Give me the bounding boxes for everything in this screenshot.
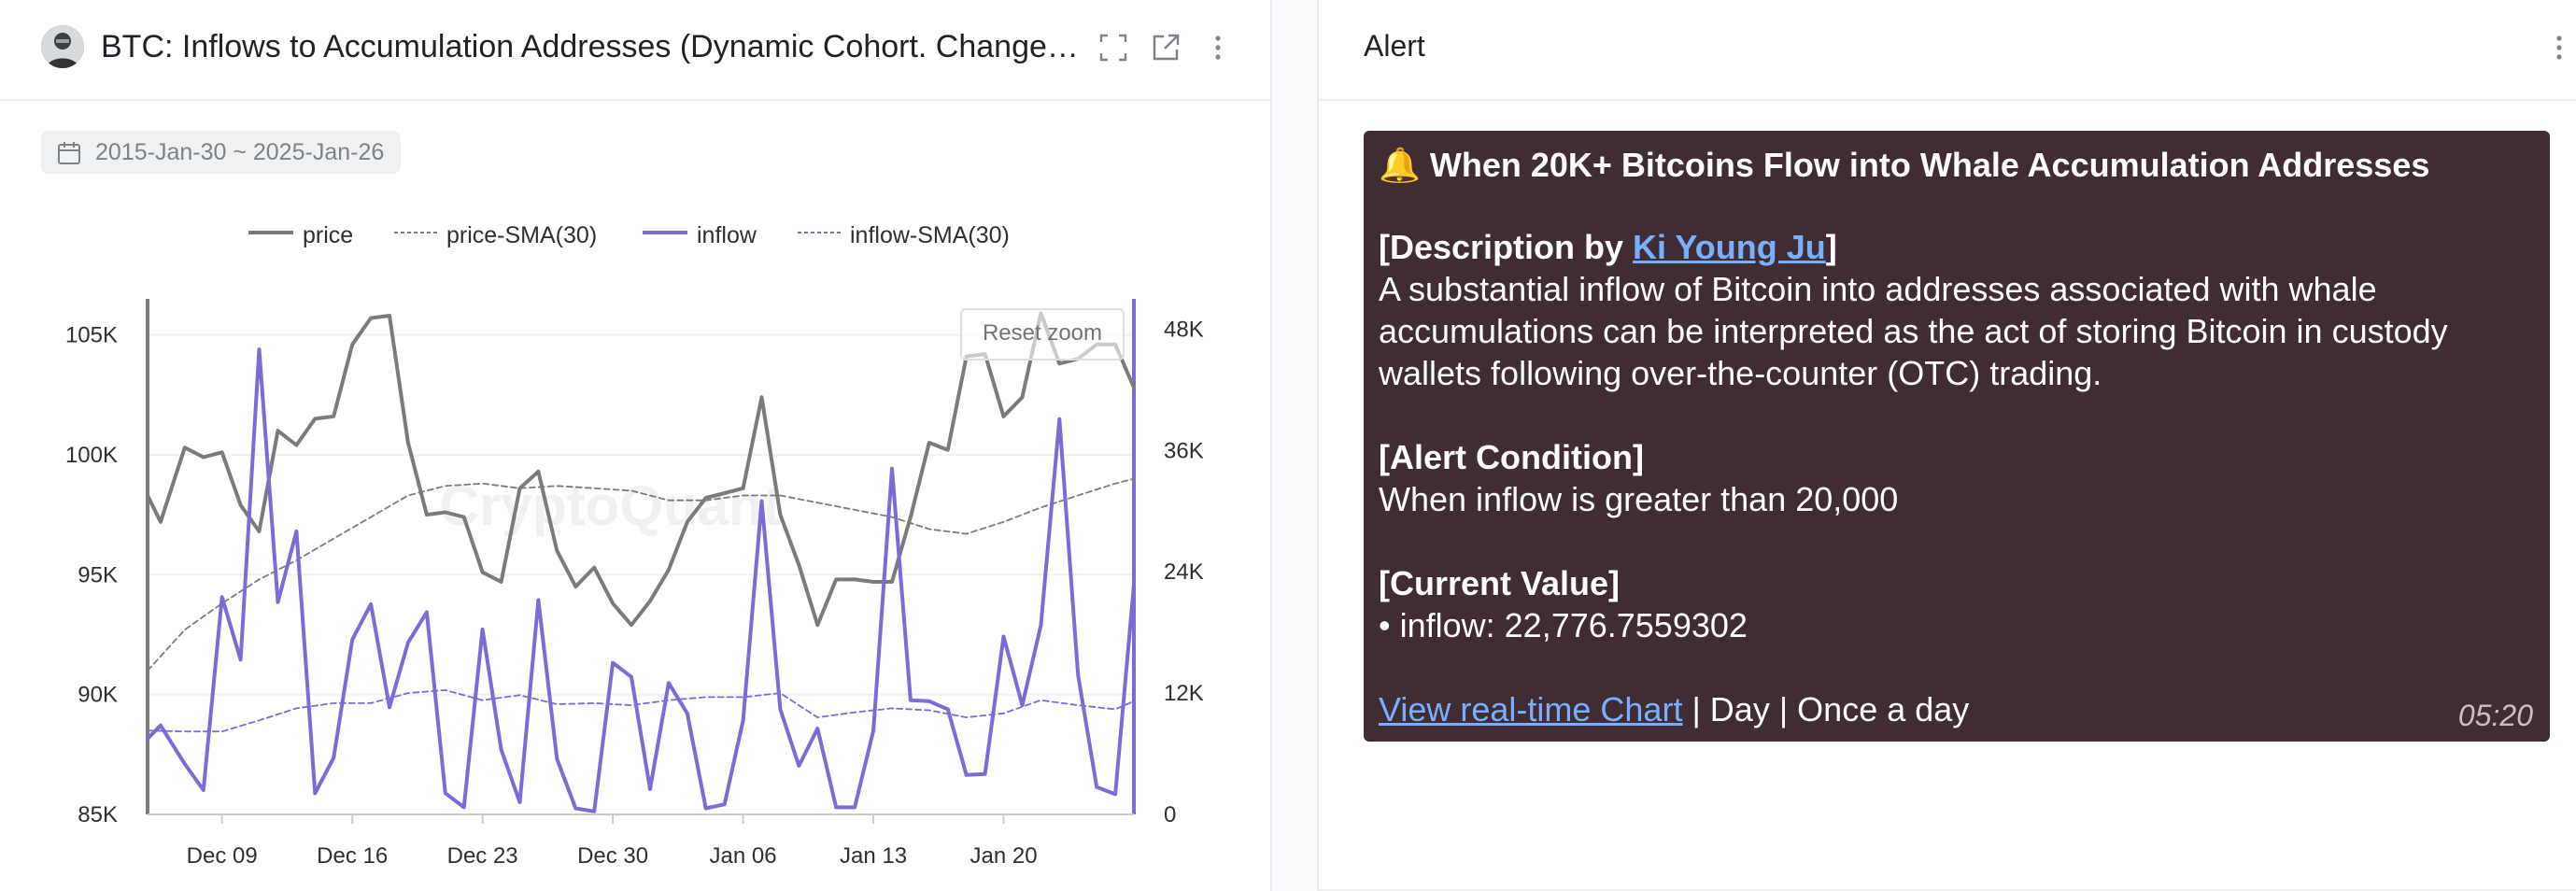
current-value-text: • inflow: 22,776.7559302 bbox=[1379, 606, 1748, 644]
panel-divider bbox=[1317, 0, 1319, 891]
alert-header: Alert bbox=[1319, 0, 2576, 101]
alert-heading-row: 🔔 When 20K+ Bitcoins Flow into Whale Acc… bbox=[1379, 146, 2429, 185]
legend-label: price bbox=[303, 222, 354, 248]
chart-legend: price price-SMA(30) inflow inflow-SMA(30… bbox=[0, 220, 1270, 258]
x-tick-label: Jan 13 bbox=[840, 843, 907, 869]
author-link[interactable]: Ki Young Ju bbox=[1633, 228, 1826, 266]
alert-card: 🔔 When 20K+ Bitcoins Flow into Whale Acc… bbox=[1364, 131, 2550, 742]
alert-panel: Alert 🔔 When 20K+ Bitcoins Flow into Wha… bbox=[1319, 0, 2576, 891]
y-left-tick-label: 105K bbox=[65, 323, 118, 348]
y-left-tick-label: 85K bbox=[78, 802, 118, 827]
view-chart-link[interactable]: View real-time Chart bbox=[1379, 690, 1683, 728]
x-tick-label: Dec 09 bbox=[187, 843, 258, 869]
panel-gutter bbox=[1272, 0, 1317, 891]
description-heading: [Description by Ki Young Ju] bbox=[1379, 228, 1837, 267]
chart-title: BTC: Inflows to Accumulation Addresses (… bbox=[101, 29, 1082, 64]
current-value-heading: [Current Value] bbox=[1379, 564, 1621, 602]
panel-bottom-rule bbox=[1319, 889, 2576, 891]
fullscreen-icon[interactable] bbox=[1097, 31, 1130, 64]
y-right-tick-label: 12K bbox=[1164, 681, 1204, 706]
line-chart[interactable]: CryptoQuant 85K 90K 95K 100K 105K 0 12K 24K 36K 4… bbox=[0, 280, 1270, 891]
legend-label: inflow bbox=[697, 222, 757, 248]
alert-heading: When 20K+ Bitcoins Flow into Whale Accum… bbox=[1429, 146, 2430, 184]
x-tick-label: Jan 20 bbox=[970, 843, 1037, 869]
y-left-tick-label: 90K bbox=[78, 683, 118, 708]
description-prefix: [Description by bbox=[1379, 228, 1634, 266]
date-range-picker[interactable]: 2015-Jan-30 ~ 2025-Jan-26 bbox=[41, 131, 402, 174]
more-vertical-icon[interactable] bbox=[1201, 31, 1235, 64]
series-line-inflow bbox=[146, 347, 1136, 813]
alert-footer: View real-time Chart | Day | Once a day bbox=[1379, 690, 1969, 729]
frequency-text: | Day | Once a day bbox=[1682, 690, 1970, 728]
y-right-tick-label: 0 bbox=[1164, 802, 1176, 827]
legend-label: inflow-SMA(30) bbox=[850, 222, 1010, 248]
description-line: A substantial inflow of Bitcoin into add… bbox=[1379, 270, 2377, 308]
more-vertical-icon[interactable] bbox=[2542, 31, 2576, 64]
condition-heading: [Alert Condition] bbox=[1379, 438, 1644, 476]
panel-divider bbox=[1270, 0, 1272, 891]
x-tick-label: Dec 23 bbox=[447, 843, 518, 869]
y-right-tick-label: 24K bbox=[1164, 559, 1204, 585]
series-line-price-sma-30 bbox=[147, 477, 1135, 672]
description-suffix: ] bbox=[1825, 228, 1837, 266]
description-line: wallets following over-the-counter (OTC)… bbox=[1379, 354, 2102, 392]
description-line: accumulations can be interpreted as the … bbox=[1379, 312, 2448, 350]
series-line-inflow-sma-30 bbox=[147, 688, 1135, 733]
x-tick-label: Dec 16 bbox=[317, 843, 388, 869]
y-right-tick-label: 36K bbox=[1164, 438, 1204, 463]
reset-zoom-button[interactable]: Reset zoom bbox=[960, 308, 1125, 361]
chart-panel: BTC: Inflows to Accumulation Addresses (… bbox=[0, 0, 1270, 891]
bell-icon: 🔔 bbox=[1379, 146, 1421, 184]
watermark: CryptoQuant bbox=[439, 474, 782, 537]
calendar-icon bbox=[58, 142, 80, 164]
alert-time: 05:20 bbox=[2457, 699, 2533, 732]
y-left-tick-label: 100K bbox=[65, 443, 118, 468]
y-right-tick-label: 48K bbox=[1164, 317, 1204, 342]
legend-label: price-SMA(30) bbox=[446, 222, 598, 248]
x-tick-label: Jan 06 bbox=[710, 843, 777, 869]
avatar bbox=[41, 25, 84, 68]
external-link-icon[interactable] bbox=[1149, 31, 1182, 64]
y-left-tick-label: 95K bbox=[78, 562, 118, 587]
date-range-label: 2015-Jan-30 ~ 2025-Jan-26 bbox=[95, 139, 385, 165]
chart-header: BTC: Inflows to Accumulation Addresses (… bbox=[0, 0, 1270, 101]
condition-text: When inflow is greater than 20,000 bbox=[1379, 480, 1899, 518]
alert-panel-title: Alert bbox=[1364, 29, 1425, 63]
x-tick-label: Dec 30 bbox=[577, 843, 648, 869]
